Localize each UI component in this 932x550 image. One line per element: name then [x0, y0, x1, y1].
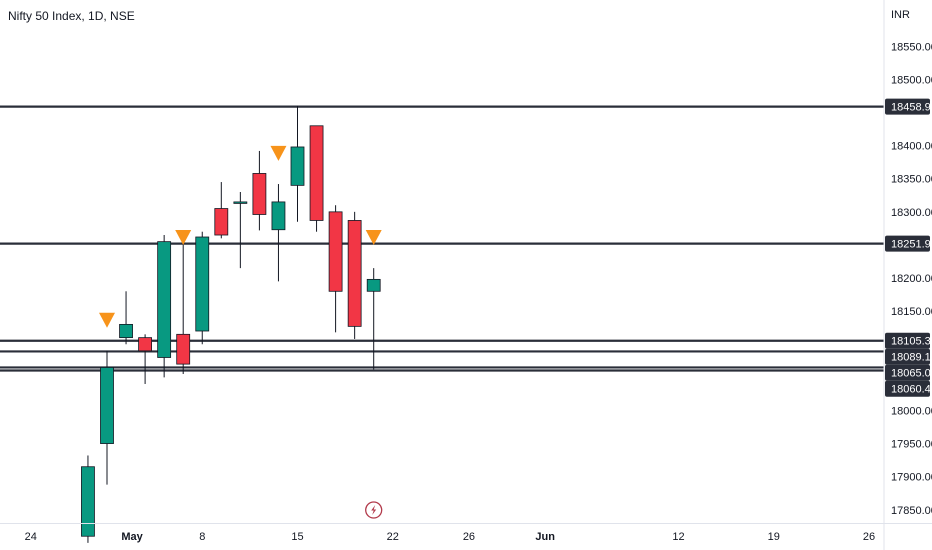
price-tick-label: 17950.00: [891, 439, 932, 451]
candle[interactable]: [176, 239, 191, 375]
price-tick-label: 18300.00: [891, 207, 932, 219]
candle-body: [138, 337, 153, 352]
sell-signal-marker: [99, 312, 115, 328]
candle[interactable]: [138, 334, 153, 384]
time-tick-label: 15: [291, 531, 303, 543]
candle[interactable]: [81, 455, 95, 543]
candle[interactable]: [290, 105, 305, 222]
candle[interactable]: [214, 182, 229, 239]
candle[interactable]: [328, 205, 343, 333]
candle-body: [157, 241, 172, 358]
candle-body: [100, 367, 114, 444]
candle-body: [290, 146, 305, 186]
candle-body: [347, 220, 362, 327]
candle-body: [195, 236, 210, 332]
level-price-label: 18251.95: [885, 235, 932, 252]
price-tick-label: 17850.00: [891, 505, 932, 517]
price-axis[interactable]: 18550.00 18500.00 18400.00 18350.00 18300.00…: [891, 41, 932, 516]
candle-body: [119, 323, 133, 339]
svg-text:18251.95: 18251.95: [891, 239, 932, 251]
time-tick-label: 26: [863, 531, 875, 543]
candle-body: [252, 173, 267, 215]
svg-text:18458.90: 18458.90: [891, 102, 932, 114]
candle[interactable]: [309, 125, 324, 232]
price-tick-label: 18150.00: [891, 306, 932, 318]
candle[interactable]: [252, 150, 267, 231]
svg-text:18060.40: 18060.40: [891, 384, 932, 396]
price-tick-label: 17900.00: [891, 472, 932, 484]
chart-title: Nifty 50 Index, 1D, NSE: [8, 9, 135, 23]
candle[interactable]: [366, 268, 381, 370]
time-tick-label: 19: [768, 531, 780, 543]
price-tick-label: 18350.00: [891, 174, 932, 186]
price-tick-label: 18000.00: [891, 405, 932, 417]
candle-body: [81, 466, 95, 537]
time-tick-label: 8: [199, 531, 205, 543]
candle[interactable]: [119, 291, 133, 345]
candle[interactable]: [100, 350, 114, 485]
lightning-icon[interactable]: [365, 501, 383, 519]
sell-signal-marker: [270, 145, 287, 161]
price-tick-label: 18400.00: [891, 141, 932, 153]
candle-body: [328, 211, 343, 292]
level-price-label: 18060.40: [885, 380, 932, 397]
level-price-label: 18105.30: [885, 332, 932, 349]
svg-text:18089.15: 18089.15: [891, 352, 932, 364]
candle-body: [233, 201, 248, 204]
candle[interactable]: [157, 235, 172, 378]
candle-body: [214, 208, 229, 236]
level-price-labels: 18458.90 18251.95 18105.30 18089.15 18065.00…: [885, 98, 932, 397]
candle[interactable]: [233, 191, 248, 269]
price-tick-label: 18200.00: [891, 273, 932, 285]
candle[interactable]: [195, 231, 210, 345]
candle-body: [176, 333, 191, 365]
price-tick-label: 18550.00: [891, 41, 932, 53]
candle[interactable]: [347, 211, 362, 339]
level-price-label: 18458.90: [885, 98, 932, 115]
time-axis[interactable]: 24 May 8 15 22 26 Jun 12 19 26: [25, 531, 875, 543]
level-price-label: 18065.00: [885, 364, 932, 381]
time-tick-label: 26: [463, 531, 475, 543]
level-price-label: 18089.15: [885, 348, 932, 365]
sell-signal-marker: [365, 229, 382, 245]
candle-body: [309, 125, 324, 221]
price-tick-label: 18500.00: [891, 74, 932, 86]
time-tick-label: Jun: [535, 531, 555, 543]
candle-body: [366, 278, 381, 292]
time-tick-label: 12: [672, 531, 684, 543]
candle[interactable]: [271, 184, 286, 282]
time-tick-label: 24: [25, 531, 37, 543]
currency-label: INR: [891, 9, 910, 21]
sell-signal-marker: [175, 229, 192, 245]
event-markers[interactable]: [365, 501, 383, 519]
svg-text:18105.30: 18105.30: [891, 336, 932, 348]
signal-markers: [99, 145, 382, 328]
time-tick-label: May: [121, 531, 143, 543]
candle-body: [271, 201, 286, 231]
candles: [81, 105, 381, 543]
time-tick-label: 22: [387, 531, 399, 543]
svg-text:18065.00: 18065.00: [891, 368, 932, 380]
